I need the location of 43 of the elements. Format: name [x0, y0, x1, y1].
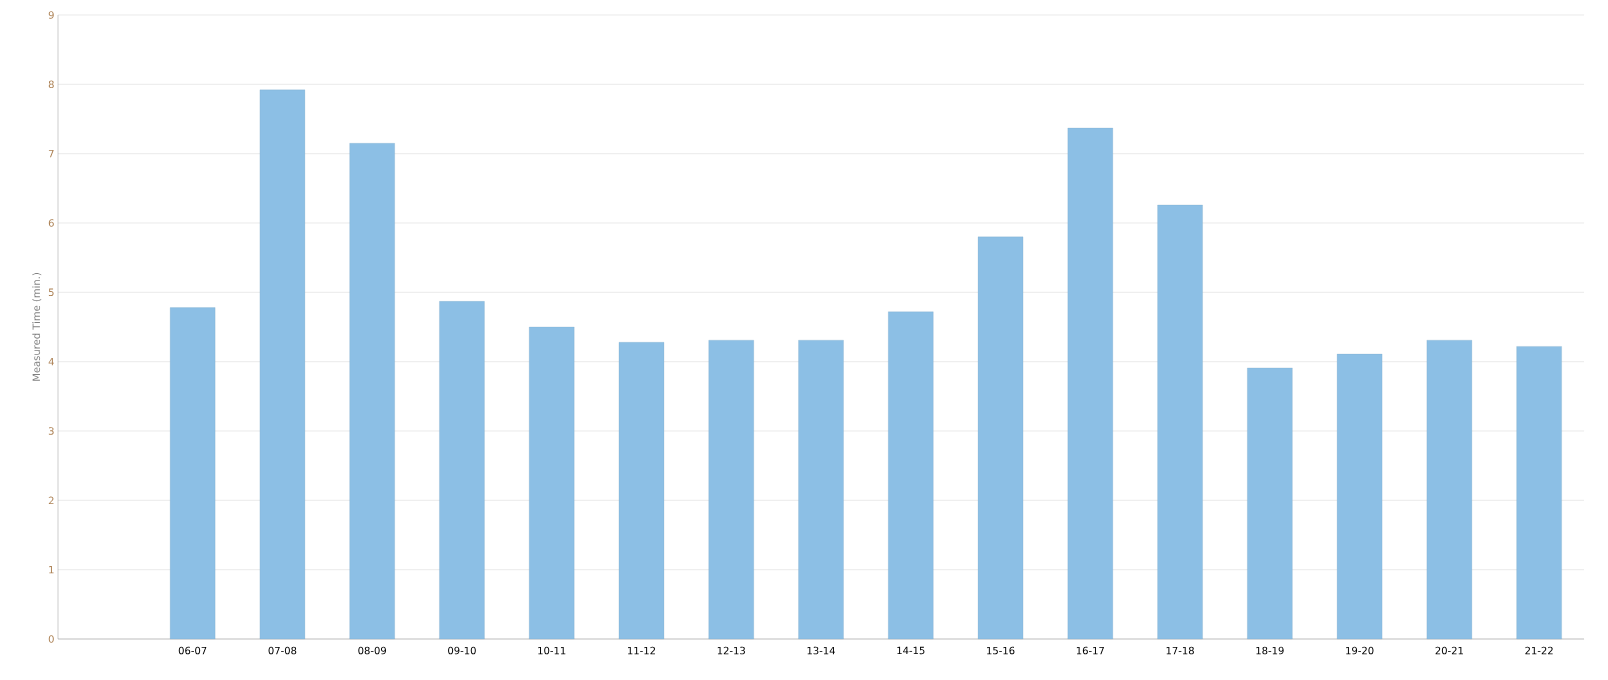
- bar: [439, 301, 485, 640]
- x-tick-label: 18-19: [1256, 646, 1284, 655]
- x-tick-label: 11-12: [628, 646, 655, 655]
- bar: [618, 342, 665, 640]
- x-tick-label: 15-16: [987, 646, 1015, 655]
- x-tick-label: 16-17: [1076, 646, 1104, 655]
- y-tick-label: 2: [48, 496, 54, 505]
- x-tick-label: 20-21: [1435, 646, 1463, 655]
- bar: [977, 236, 1024, 640]
- y-tick-label: 6: [48, 219, 54, 227]
- x-tick-label: 19-20: [1346, 646, 1374, 655]
- y-tick-label: 1: [49, 566, 54, 574]
- bar: [1336, 353, 1383, 640]
- x-tick-label: 06-07: [178, 646, 207, 655]
- x-tick-label: 08-09: [358, 646, 386, 655]
- bar: [169, 307, 216, 640]
- bar: [259, 89, 306, 640]
- x-tick-label: 13-14: [807, 646, 835, 655]
- bar: [1247, 367, 1293, 640]
- x-tick-label: 14-15: [897, 646, 925, 655]
- bar: [1157, 204, 1203, 640]
- y-tick-label: 8: [48, 80, 54, 89]
- y-tick-label: 3: [48, 427, 54, 435]
- bar: [798, 339, 844, 640]
- x-tick-label: 21-22: [1525, 646, 1553, 655]
- y-tick-label: 5: [48, 288, 54, 297]
- y-tick-label: 4: [48, 358, 54, 366]
- bar: [708, 339, 754, 640]
- y-tick-label: 9: [48, 11, 54, 19]
- x-tick-label: 17-18: [1166, 646, 1194, 655]
- x-tick-label: 09-10: [448, 646, 476, 655]
- x-tick-label: 12-13: [717, 646, 745, 655]
- bar: [349, 143, 395, 640]
- bar: [1067, 127, 1114, 640]
- y-axis-title: Measured Time (min.): [32, 273, 42, 381]
- x-tick-label: 07-08: [268, 646, 297, 655]
- x-tick-label: 10-11: [538, 646, 566, 655]
- y-tick-label: 0: [48, 635, 54, 643]
- bar: [1516, 346, 1562, 640]
- bar: [1426, 339, 1473, 640]
- bar: [529, 326, 575, 640]
- bar: [888, 311, 934, 640]
- y-tick-label: 7: [48, 150, 54, 158]
